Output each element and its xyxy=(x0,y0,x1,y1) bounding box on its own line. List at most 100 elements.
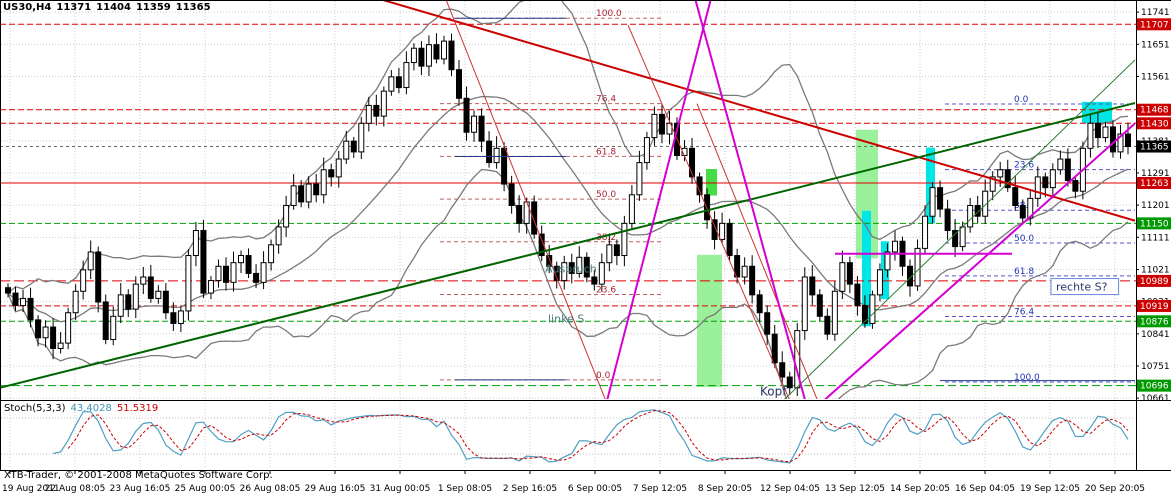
trend-line[interactable] xyxy=(578,0,712,500)
candle-body xyxy=(162,290,169,314)
candle-body xyxy=(260,262,267,283)
highlight-box xyxy=(697,254,722,388)
candle-body xyxy=(1034,176,1041,199)
candle-body xyxy=(177,310,184,324)
time-axis-label: 23 Aug 16:05 xyxy=(110,484,171,494)
open-value: 11371 xyxy=(56,2,92,13)
candle-body xyxy=(591,276,598,285)
trend-line[interactable] xyxy=(694,0,833,500)
candle-body xyxy=(50,326,57,349)
candle-body xyxy=(846,262,853,285)
candle-body xyxy=(268,244,275,264)
price-badge-label: 10919 xyxy=(1140,302,1169,312)
annotation-text[interactable]: rechte S? xyxy=(1056,281,1108,294)
time-axis-label: 29 Aug 16:05 xyxy=(305,484,366,494)
fib-level-label: 76.4 xyxy=(596,95,616,105)
fib-level-label: 76.4 xyxy=(1014,307,1034,317)
fib-level-label: 0.0 xyxy=(596,371,611,381)
annotation-text[interactable]: Kopf xyxy=(760,385,787,399)
trend-line[interactable] xyxy=(627,24,802,429)
candle-body xyxy=(1064,158,1071,181)
candle-body xyxy=(1072,179,1079,192)
candle-body xyxy=(380,90,387,117)
trend-line[interactable] xyxy=(0,94,1171,389)
fib-level-label: 23.6 xyxy=(596,286,616,296)
price-badge xyxy=(1137,315,1171,328)
candle-body xyxy=(944,208,951,232)
candle-body xyxy=(1057,158,1064,171)
candle-body xyxy=(1125,133,1131,148)
price-badge xyxy=(1137,299,1171,312)
candle-body xyxy=(606,244,613,264)
candle-body xyxy=(245,255,252,274)
candle-body xyxy=(922,215,929,249)
price-badge xyxy=(1137,274,1171,287)
price-badge xyxy=(1137,18,1171,31)
candle-body xyxy=(388,76,395,92)
time-axis-label: 22 Aug 08:05 xyxy=(45,484,106,494)
trend-line[interactable] xyxy=(382,0,1171,231)
candle-body xyxy=(959,226,966,248)
candle-body xyxy=(110,315,117,341)
candle-body xyxy=(884,251,891,271)
time-axis-label: 13 Sep 12:05 xyxy=(825,484,885,494)
candlestick-series xyxy=(5,33,1131,396)
candle-body xyxy=(395,76,402,89)
price-axis: 1174111651115611138111291112011111111021… xyxy=(1136,8,1171,404)
candle-body xyxy=(493,147,500,164)
price-badge xyxy=(1137,117,1171,130)
candle-body xyxy=(756,294,763,314)
candle-body xyxy=(253,272,260,283)
price-badge xyxy=(1137,379,1171,392)
price-badge xyxy=(1137,176,1171,189)
candle-body xyxy=(433,44,440,60)
fib-level-label: 100.0 xyxy=(1014,373,1040,383)
price-badge-label: 11150 xyxy=(1140,219,1169,229)
fib-level-label: 61.8 xyxy=(1014,267,1034,277)
time-axis-label: 8 Sep 20:05 xyxy=(698,484,752,494)
candle-body xyxy=(410,47,417,64)
candle-body xyxy=(140,276,147,285)
candle-body xyxy=(170,312,177,324)
time-axis-label: 2 Sep 16:05 xyxy=(503,484,557,494)
highlight-box xyxy=(862,210,871,327)
fib-level-label: 100.0 xyxy=(596,9,622,19)
trend-line[interactable] xyxy=(444,0,622,441)
trend-line[interactable] xyxy=(696,103,832,436)
candle-body xyxy=(192,230,199,257)
candle-body xyxy=(1012,187,1019,207)
candle-body xyxy=(598,262,605,285)
candle-body xyxy=(350,140,357,153)
annotation-box[interactable] xyxy=(1050,278,1120,296)
trend-line[interactable] xyxy=(788,108,1152,432)
candle-body xyxy=(891,240,898,253)
stoch-signal-line xyxy=(67,410,1129,463)
candle-body xyxy=(561,262,568,282)
candle-body xyxy=(546,255,553,267)
candle-body xyxy=(553,265,560,282)
time-axis-label: 19 Sep 12:05 xyxy=(1020,484,1080,494)
candle-body xyxy=(373,104,380,117)
candle-body xyxy=(403,62,410,89)
candle-body xyxy=(5,287,11,294)
trend-line[interactable] xyxy=(778,25,1171,406)
candle-body xyxy=(658,113,665,135)
price-badge xyxy=(1137,217,1171,230)
annotation-text[interactable]: linke S xyxy=(548,313,584,326)
candle-body xyxy=(185,255,192,312)
candle-body xyxy=(358,122,365,153)
annotation-text[interactable]: Ausbruch xyxy=(545,263,597,276)
candle-body xyxy=(1087,122,1094,149)
candle-body xyxy=(147,276,154,299)
price-badge-label: 10876 xyxy=(1140,317,1169,327)
candle-body xyxy=(1042,176,1049,189)
candle-body xyxy=(621,222,628,257)
fib-level-label: 61.8 xyxy=(596,147,616,157)
candle-body xyxy=(937,187,944,210)
candle-body xyxy=(501,147,508,185)
stochastic-name: Stoch(5,3,3) xyxy=(4,403,66,414)
candle-body xyxy=(651,113,658,139)
stochastic-main-value: 43.4028 xyxy=(70,403,112,414)
